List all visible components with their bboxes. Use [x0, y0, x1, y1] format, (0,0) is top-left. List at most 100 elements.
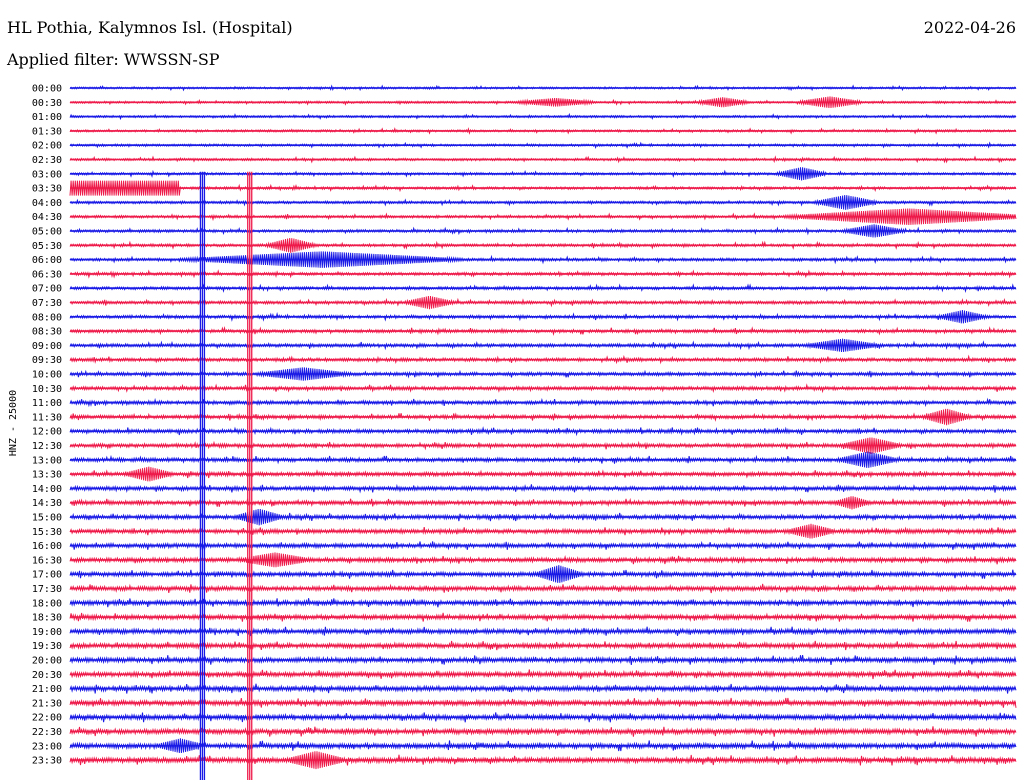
- row-time-label: 04:30: [32, 212, 62, 223]
- row-time-label: 20:00: [32, 656, 62, 667]
- trace-row: 04:00: [32, 195, 1017, 210]
- row-time-label: 05:00: [32, 227, 62, 238]
- trace-line: [69, 751, 1017, 770]
- trace-row: 17:30: [32, 583, 1017, 595]
- trace-row: 13:00: [32, 451, 1017, 468]
- row-time-label: 08:00: [32, 312, 62, 323]
- row-time-label: 13:30: [32, 470, 62, 481]
- trace-line: [69, 552, 1017, 568]
- trace-row: 02:30: [32, 155, 1017, 166]
- trace-row: 16:00: [32, 540, 1017, 552]
- row-time-label: 23:00: [32, 741, 62, 752]
- trace-line: [69, 612, 1017, 623]
- row-time-label: 07:00: [32, 284, 62, 295]
- trace-line: [69, 626, 1017, 637]
- trace-row: 10:00: [32, 367, 1017, 381]
- trace-line: [69, 354, 1017, 365]
- trace-line: [69, 269, 1017, 279]
- row-time-label: 09:00: [32, 341, 62, 352]
- row-time-label: 03:30: [32, 184, 62, 195]
- trace-row: 10:30: [32, 383, 1017, 395]
- row-time-label: 01:30: [32, 126, 62, 137]
- trace-row: 21:00: [32, 683, 1017, 695]
- trace-row: 09:30: [32, 354, 1017, 366]
- row-time-label: 11:00: [32, 398, 62, 409]
- trace-row: 23:30: [32, 751, 1017, 770]
- station-title: HL Pothia, Kalymnos Isl. (Hospital): [7, 18, 293, 37]
- trace-row: 15:00: [32, 508, 1017, 526]
- row-time-label: 04:00: [32, 198, 62, 209]
- row-time-label: 12:30: [32, 441, 62, 452]
- trace-line: [69, 565, 1017, 583]
- trace-row: 01:30: [32, 126, 1017, 137]
- trace-line: [69, 540, 1017, 551]
- row-time-label: 21:30: [32, 698, 62, 709]
- row-time-label: 18:00: [32, 598, 62, 609]
- row-time-label: 02:00: [32, 141, 62, 152]
- row-time-label: 17:00: [32, 570, 62, 581]
- trace-line: [69, 437, 1017, 454]
- trace-row: 07:30: [32, 295, 1017, 310]
- trace-row: 06:30: [32, 269, 1017, 280]
- row-time-label: 14:30: [32, 498, 62, 509]
- trace-row: 00:00: [32, 84, 1017, 95]
- row-time-label: 10:00: [32, 370, 62, 381]
- trace-line: [69, 508, 1017, 526]
- row-time-label: 00:30: [32, 98, 62, 109]
- trace-line: [69, 669, 1017, 680]
- row-time-label: 23:30: [32, 756, 62, 767]
- trace-row: 20:00: [32, 655, 1017, 667]
- trace-row: 22:30: [32, 726, 1017, 738]
- row-time-label: 02:30: [32, 155, 62, 166]
- row-time-label: 11:30: [32, 412, 62, 423]
- trace-line: [69, 583, 1017, 594]
- trace-row: 05:30: [32, 238, 1017, 253]
- trace-line: [69, 738, 1017, 754]
- trace-row: 20:30: [32, 669, 1017, 681]
- row-time-label: 14:00: [32, 484, 62, 495]
- trace-row: 11:30: [32, 408, 1017, 426]
- trace-line: [69, 683, 1017, 694]
- trace-row: 13:30: [32, 466, 1017, 482]
- trace-row: 14:30: [32, 496, 1017, 510]
- trace-row: 15:30: [32, 523, 1017, 539]
- trace-line: [69, 383, 1017, 394]
- trace-row: 16:30: [32, 552, 1017, 568]
- trace-line: [69, 598, 1017, 608]
- row-time-label: 19:30: [32, 641, 62, 652]
- row-time-label: 19:00: [32, 627, 62, 638]
- trace-row: 06:00: [32, 251, 1017, 268]
- row-time-label: 05:30: [32, 241, 62, 252]
- trace-line: [69, 712, 1017, 723]
- row-time-label: 00:00: [32, 84, 62, 95]
- trace-row: 22:00: [32, 712, 1017, 724]
- filter-label: Applied filter: WWSSN-SP: [7, 50, 220, 69]
- row-time-label: 07:30: [32, 298, 62, 309]
- row-time-label: 12:00: [32, 427, 62, 438]
- row-time-label: 22:30: [32, 727, 62, 738]
- y-axis-label: HNZ - 25000: [8, 390, 19, 456]
- trace-row: 03:30: [32, 180, 1017, 196]
- trace-row: 12:00: [32, 426, 1017, 438]
- trace-row: 14:00: [32, 483, 1017, 495]
- trace-row: 19:30: [32, 640, 1017, 652]
- trace-line: [69, 451, 1017, 468]
- row-time-label: 03:00: [32, 169, 62, 180]
- trace-row: 08:00: [32, 310, 1017, 324]
- row-time-label: 21:00: [32, 684, 62, 695]
- row-time-label: 18:30: [32, 613, 62, 624]
- trace-row: 19:00: [32, 626, 1017, 638]
- date-label: 2022-04-26: [923, 18, 1016, 37]
- trace-line: [69, 483, 1017, 494]
- row-time-label: 17:30: [32, 584, 62, 595]
- trace-line: [69, 640, 1017, 651]
- row-time-label: 20:30: [32, 670, 62, 681]
- trace-row: 09:00: [32, 338, 1017, 352]
- row-time-label: 06:30: [32, 269, 62, 280]
- trace-line: [69, 127, 1017, 135]
- trace-line: [69, 408, 1017, 426]
- trace-row: 21:30: [32, 697, 1017, 709]
- trace-row: 00:30: [32, 96, 1017, 109]
- trace-line: [69, 697, 1017, 708]
